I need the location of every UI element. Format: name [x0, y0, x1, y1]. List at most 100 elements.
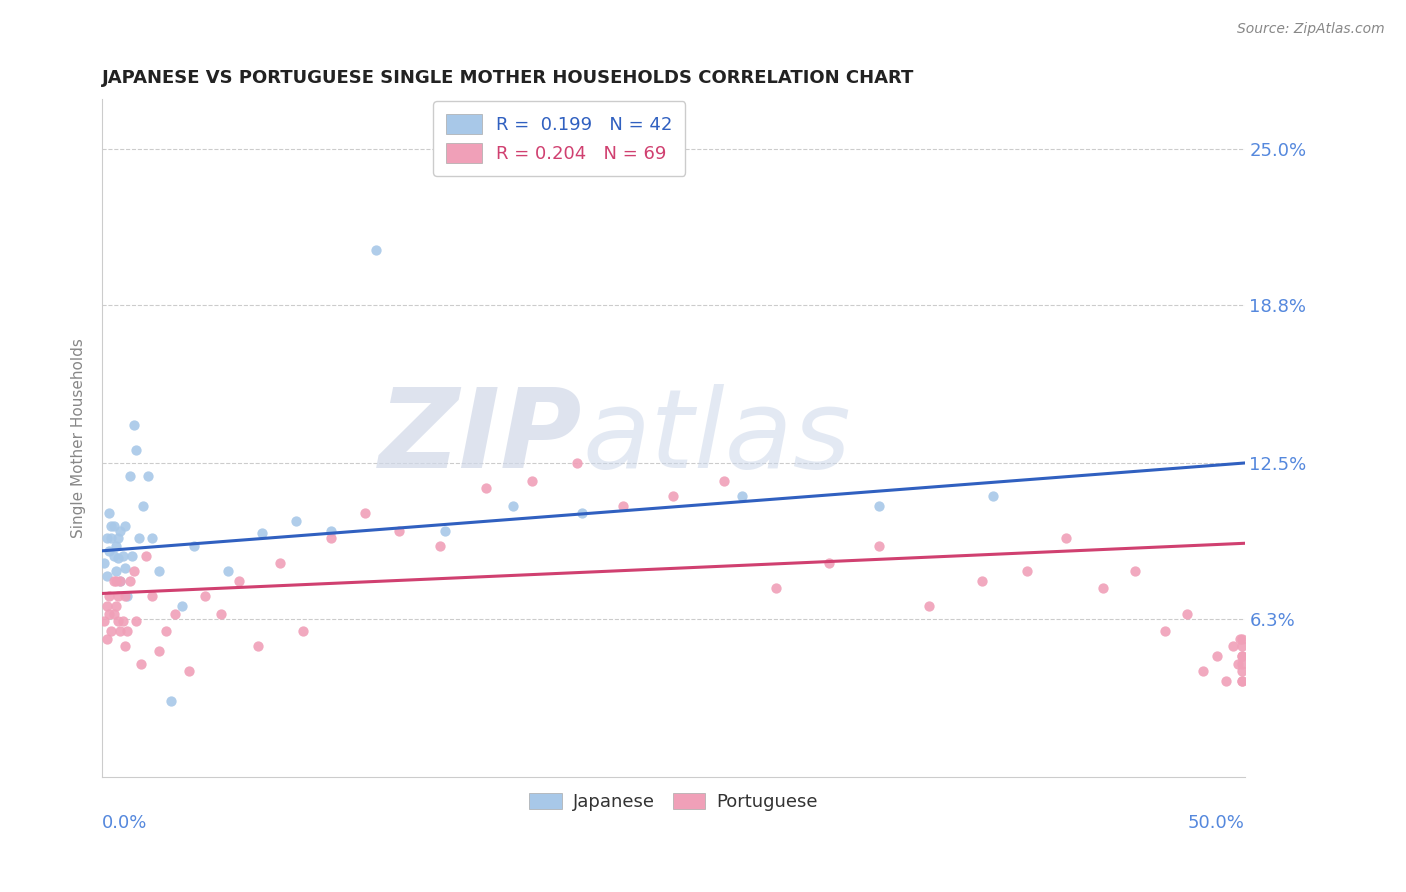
Point [194, 589, 217, 603]
Text: 0.0%: 0.0% [103, 814, 148, 832]
Point [731, 489, 754, 503]
Point [114, 518, 136, 533]
Point [103, 549, 125, 563]
Point [228, 574, 250, 588]
Point [250, 526, 273, 541]
Point [122, 418, 145, 433]
Point [114, 589, 136, 603]
Point [1232, 639, 1254, 653]
Point [1232, 657, 1254, 671]
Point [110, 574, 132, 588]
Point [141, 589, 163, 603]
Point [111, 614, 134, 628]
Text: Source: ZipAtlas.com: Source: ZipAtlas.com [1237, 22, 1385, 37]
Point [110, 524, 132, 538]
Point [475, 481, 498, 495]
Point [183, 539, 205, 553]
Point [970, 574, 993, 588]
Point [1229, 632, 1251, 646]
Point [93, 557, 115, 571]
Point [817, 557, 839, 571]
Point [1017, 564, 1039, 578]
Point [103, 607, 125, 621]
Point [285, 514, 308, 528]
Point [1215, 674, 1237, 689]
Point [165, 607, 187, 621]
Text: 50.0%: 50.0% [1188, 814, 1244, 832]
Point [107, 551, 129, 566]
Point [868, 499, 890, 513]
Point [93, 614, 115, 628]
Text: JAPANESE VS PORTUGUESE SINGLE MOTHER HOUSEHOLDS CORRELATION CHART: JAPANESE VS PORTUGUESE SINGLE MOTHER HOU… [103, 69, 914, 87]
Point [433, 524, 456, 538]
Point [1153, 624, 1175, 639]
Point [1091, 582, 1114, 596]
Point [129, 657, 152, 671]
Point [1232, 674, 1254, 689]
Point [132, 499, 155, 513]
Point [172, 599, 194, 613]
Point [1192, 665, 1215, 679]
Point [148, 564, 170, 578]
Point [103, 518, 125, 533]
Point [125, 443, 148, 458]
Point [103, 574, 125, 588]
Point [100, 624, 122, 639]
Point [612, 499, 634, 513]
Point [100, 531, 122, 545]
Point [1222, 639, 1244, 653]
Point [100, 518, 122, 533]
Point [1232, 649, 1254, 664]
Point [136, 468, 159, 483]
Point [96, 531, 118, 545]
Point [1232, 649, 1254, 664]
Point [209, 607, 232, 621]
Point [104, 574, 127, 588]
Point [96, 599, 118, 613]
Point [868, 539, 890, 553]
Point [269, 557, 291, 571]
Point [765, 582, 787, 596]
Legend: Japanese, Portuguese: Japanese, Portuguese [522, 786, 825, 818]
Point [114, 639, 136, 653]
Point [111, 549, 134, 563]
Point [354, 506, 377, 520]
Point [104, 564, 127, 578]
Point [1206, 649, 1229, 664]
Point [98, 589, 121, 603]
Point [1054, 531, 1077, 545]
Point [520, 474, 543, 488]
Point [662, 489, 685, 503]
Point [98, 506, 121, 520]
Point [981, 489, 1004, 503]
Point [104, 599, 127, 613]
Point [319, 531, 342, 545]
Point [110, 624, 132, 639]
Point [1177, 607, 1199, 621]
Point [117, 589, 139, 603]
Point [96, 632, 118, 646]
Text: ZIP: ZIP [378, 384, 582, 491]
Point [98, 544, 121, 558]
Point [292, 624, 315, 639]
Point [1123, 564, 1146, 578]
Point [110, 574, 132, 588]
Point [96, 569, 118, 583]
Point [107, 531, 129, 545]
Point [571, 506, 593, 520]
Point [1226, 657, 1249, 671]
Point [502, 499, 524, 513]
Point [122, 564, 145, 578]
Point [1232, 665, 1254, 679]
Point [918, 599, 941, 613]
Point [98, 607, 121, 621]
Point [118, 574, 141, 588]
Point [159, 694, 181, 708]
Point [366, 243, 388, 257]
Point [135, 549, 157, 563]
Point [125, 614, 148, 628]
Point [104, 539, 127, 553]
Point [107, 614, 129, 628]
Point [246, 639, 269, 653]
Point [429, 539, 451, 553]
